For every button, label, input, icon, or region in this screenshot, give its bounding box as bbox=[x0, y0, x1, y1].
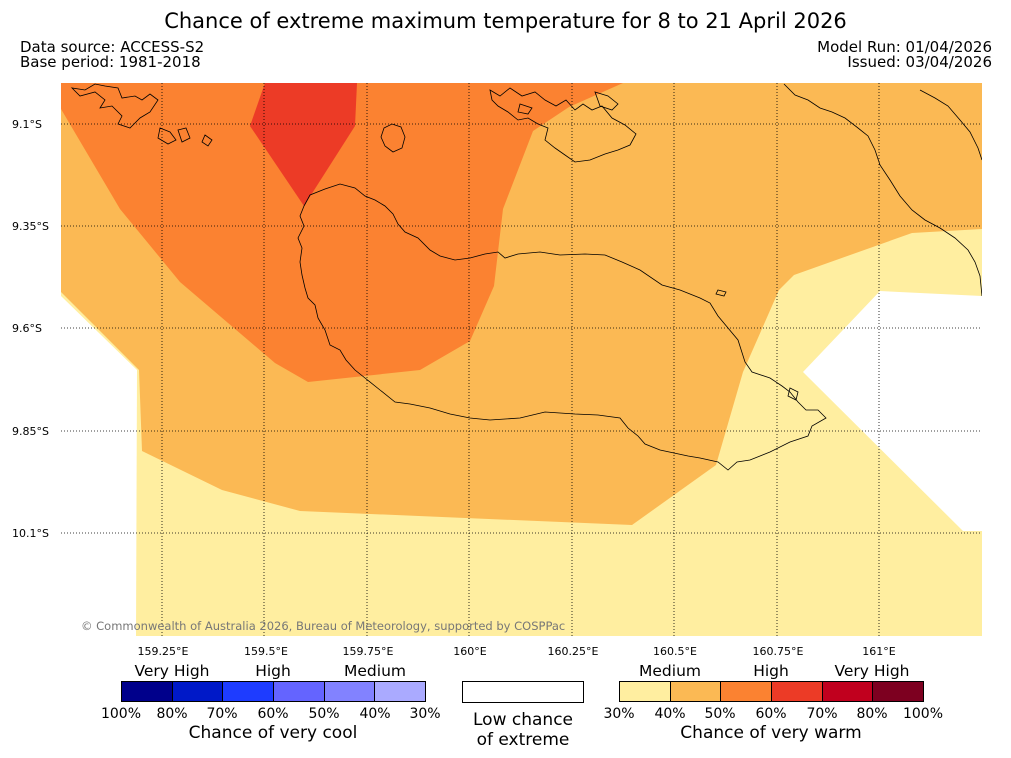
warm-swatch bbox=[721, 682, 773, 701]
model-run: Model Run: 01/04/2026 bbox=[817, 38, 992, 56]
lon-label: 160.75°E bbox=[752, 645, 804, 658]
lon-label: 161°E bbox=[862, 645, 896, 658]
cool-percent-label: 30% bbox=[409, 706, 441, 722]
map-plot-area bbox=[61, 83, 982, 636]
warm-percent-label: 40% bbox=[654, 706, 686, 722]
cool-swatch bbox=[122, 682, 173, 701]
coastlines bbox=[70, 83, 982, 471]
lon-label: 160.5°E bbox=[653, 645, 697, 658]
meta-left: Data source: ACCESS-S2 Base period: 1981… bbox=[20, 40, 204, 70]
cool-legend-title: Chance of very cool bbox=[188, 723, 358, 743]
cool-category-label: High bbox=[255, 662, 291, 680]
warm-swatch bbox=[822, 682, 874, 701]
copyright-notice: © Commonwealth of Australia 2026, Bureau… bbox=[81, 619, 566, 633]
zone-50-60 bbox=[61, 83, 623, 382]
zone-60-70 bbox=[250, 83, 357, 206]
lat-label: 9.85°S bbox=[12, 425, 49, 438]
cool-swatch bbox=[223, 682, 275, 701]
warm-colorbar bbox=[619, 681, 924, 702]
warm-percent-label: 50% bbox=[704, 706, 736, 722]
coastline-malaita-north bbox=[919, 89, 982, 161]
cool-percent-label: 100% bbox=[100, 706, 142, 722]
cool-swatch bbox=[274, 682, 325, 701]
cool-percent-label: 70% bbox=[206, 706, 238, 722]
coastline-savo bbox=[380, 123, 406, 153]
cool-colorbar bbox=[121, 681, 426, 702]
cool-category-label: Very High bbox=[134, 662, 210, 680]
chart-title: Chance of extreme maximum temperature fo… bbox=[164, 9, 847, 33]
warm-percent-label: 70% bbox=[806, 706, 838, 722]
lon-label: 159.75°E bbox=[342, 645, 394, 658]
warm-category-label: Medium bbox=[639, 662, 701, 680]
low-chance-swatch bbox=[462, 681, 584, 703]
cool-percent-label: 60% bbox=[257, 706, 289, 722]
low-chance-label: Low chance of extreme bbox=[473, 710, 573, 750]
coastline-russell-islands bbox=[70, 83, 213, 147]
lat-label: 9.35°S bbox=[12, 220, 49, 233]
warm-percent-label: 60% bbox=[755, 706, 787, 722]
warm-swatch bbox=[620, 682, 671, 701]
base-period: Base period: 1981-2018 bbox=[20, 53, 201, 71]
warm-percent-label: 30% bbox=[603, 706, 635, 722]
low-chance-line1: Low chance bbox=[473, 710, 573, 730]
coastline-nggela-north bbox=[517, 91, 619, 115]
cool-swatch bbox=[324, 682, 376, 701]
gridlines bbox=[61, 83, 982, 636]
warm-legend-title: Chance of very warm bbox=[680, 723, 862, 743]
coastline-eastern-islets bbox=[715, 289, 799, 401]
zone-low-chance bbox=[803, 83, 982, 636]
cool-percent-label: 40% bbox=[359, 706, 391, 722]
warm-category-label: Very High bbox=[834, 662, 910, 680]
warm-percent-label: 80% bbox=[856, 706, 888, 722]
coastline-guadalcanal bbox=[297, 183, 827, 471]
lon-label: 160°E bbox=[453, 645, 487, 658]
warm-category-label: High bbox=[753, 662, 789, 680]
warm-swatch bbox=[873, 682, 924, 701]
cool-category-label: Medium bbox=[344, 662, 406, 680]
zone-low-chance-left bbox=[61, 296, 137, 636]
coastline-malaita bbox=[783, 83, 982, 297]
coastline-florida-islands bbox=[489, 87, 637, 163]
cool-swatch bbox=[375, 682, 426, 701]
cool-percent-label: 50% bbox=[308, 706, 340, 722]
lat-label: 9.1°S bbox=[12, 118, 42, 131]
lon-label: 159.25°E bbox=[137, 645, 189, 658]
lat-label: 9.6°S bbox=[12, 322, 42, 335]
data-source: Data source: ACCESS-S2 bbox=[20, 38, 205, 56]
lon-label: 159.5°E bbox=[244, 645, 288, 658]
low-chance-line2: of extreme bbox=[476, 730, 570, 750]
warm-percent-label: 100% bbox=[902, 706, 944, 722]
cool-percent-label: 80% bbox=[156, 706, 188, 722]
lon-label: 160.25°E bbox=[547, 645, 599, 658]
warm-swatch bbox=[670, 682, 722, 701]
warm-swatch bbox=[772, 682, 823, 701]
issued-date: Issued: 03/04/2026 bbox=[847, 53, 992, 71]
cool-swatch bbox=[172, 682, 224, 701]
lat-label: 10.1°S bbox=[12, 527, 49, 540]
meta-right: Model Run: 01/04/2026 Issued: 03/04/2026 bbox=[817, 40, 992, 70]
